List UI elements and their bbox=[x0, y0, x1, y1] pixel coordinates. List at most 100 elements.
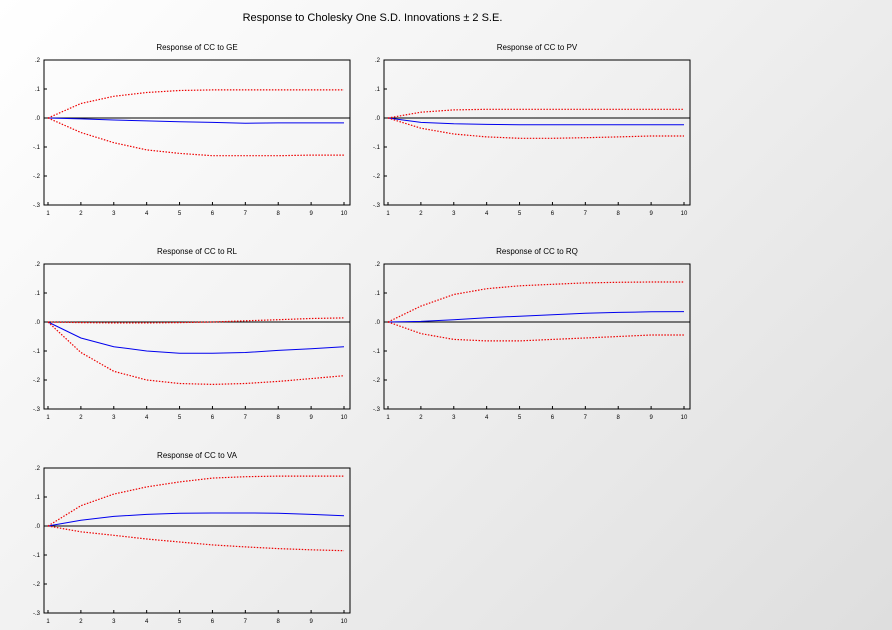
y-tick-label: -.3 bbox=[33, 203, 41, 209]
plot-frame bbox=[43, 467, 351, 614]
panel-response-cc-to-ge: Response of CC to GE .2 .1 .0 -.1 -.2 -.3 1 2 3 4 5… bbox=[30, 42, 351, 222]
series-lower-line bbox=[387, 321, 684, 342]
plot-frame bbox=[43, 59, 351, 206]
x-tick-label: 3 bbox=[452, 211, 456, 217]
x-tick-label: 7 bbox=[584, 211, 588, 217]
series-lower-line bbox=[47, 117, 344, 157]
y-tick-label: .1 bbox=[35, 495, 41, 501]
y-tick-label: .2 bbox=[35, 58, 41, 64]
y-tick-label: -.1 bbox=[33, 349, 41, 355]
series-upper-line bbox=[387, 108, 684, 119]
x-tick-label: 8 bbox=[617, 415, 621, 421]
x-tick-label: 4 bbox=[485, 415, 489, 421]
x-tick-label: 4 bbox=[145, 619, 149, 625]
x-tick-label: 5 bbox=[518, 415, 522, 421]
series-response-line bbox=[47, 321, 345, 354]
x-tick-label: 7 bbox=[244, 211, 248, 217]
y-tick-label: .1 bbox=[375, 291, 381, 297]
x-tick-label: 10 bbox=[341, 211, 348, 217]
x-tick-label: 8 bbox=[277, 415, 281, 421]
plot-frame bbox=[43, 263, 351, 410]
x-tick-label: 9 bbox=[309, 415, 313, 421]
y-tick-label: -.2 bbox=[33, 582, 41, 588]
x-tick-label: 3 bbox=[112, 415, 116, 421]
x-tick-label: 4 bbox=[145, 415, 149, 421]
y-tick-label: .2 bbox=[375, 262, 381, 268]
x-tick-label: 7 bbox=[584, 415, 588, 421]
chart-response-cc-to-ge: Response of CC to GE .2 .1 .0 -.1 -.2 -.3 1 2 3 4 5… bbox=[33, 43, 351, 217]
y-tick-label: -.3 bbox=[33, 611, 41, 617]
panel-response-cc-to-pv: Response of CC to PV .2 .1 .0 -.1 -.2 -.3 1 2 3 4 5… bbox=[370, 42, 691, 222]
x-tick-label: 8 bbox=[277, 619, 281, 625]
y-tick-label: -.2 bbox=[33, 174, 41, 180]
x-tick-label: 4 bbox=[145, 211, 149, 217]
y-tick-label: .2 bbox=[375, 58, 381, 64]
y-tick-label: -.1 bbox=[373, 145, 381, 151]
x-tick-label: 6 bbox=[211, 211, 215, 217]
y-tick-label: -.1 bbox=[33, 145, 41, 151]
series-lower-line bbox=[47, 525, 345, 552]
x-tick-label: 9 bbox=[309, 619, 313, 625]
panel-response-cc-to-va: Response of CC to VA .2 .1 .0 -.1 -.2 -.3 1 2 3 4 5… bbox=[30, 450, 351, 630]
series-lower-line bbox=[47, 321, 345, 386]
y-tick-label: -.3 bbox=[373, 203, 381, 209]
y-tick-label: .0 bbox=[375, 320, 381, 326]
x-tick-label: 10 bbox=[681, 415, 688, 421]
panel-title: Response of CC to VA bbox=[157, 451, 238, 460]
x-tick-label: 4 bbox=[485, 211, 489, 217]
chart-response-cc-to-pv: Response of CC to PV .2 .1 .0 -.1 -.2 -.3 1 2 3 4 5… bbox=[373, 43, 691, 217]
chart-response-cc-to-va: Response of CC to VA .2 .1 .0 -.1 -.2 -.3 1 2 3 4 5… bbox=[33, 451, 351, 625]
panel-title: Response of CC to GE bbox=[156, 43, 237, 52]
y-tick-label: -.2 bbox=[33, 378, 41, 384]
y-tick-label: -.3 bbox=[373, 407, 381, 413]
x-tick-label: 2 bbox=[419, 415, 423, 421]
x-tick-label: 1 bbox=[46, 415, 50, 421]
x-tick-label: 2 bbox=[419, 211, 423, 217]
x-tick-label: 8 bbox=[617, 211, 621, 217]
y-tick-label: -.2 bbox=[373, 174, 381, 180]
x-tick-label: 8 bbox=[277, 211, 281, 217]
plot-frame bbox=[383, 263, 691, 410]
x-tick-label: 2 bbox=[79, 415, 83, 421]
figure-title: Response to Cholesky One S.D. Innovation… bbox=[242, 12, 503, 24]
y-tick-label: .0 bbox=[35, 320, 41, 326]
x-tick-label: 10 bbox=[341, 415, 348, 421]
series-upper-line bbox=[387, 281, 684, 323]
x-tick-label: 6 bbox=[211, 619, 215, 625]
x-tick-label: 9 bbox=[309, 211, 313, 217]
plot-frame bbox=[383, 59, 691, 206]
y-tick-label: -.1 bbox=[373, 349, 381, 355]
x-tick-label: 1 bbox=[386, 211, 390, 217]
x-tick-label: 5 bbox=[518, 211, 522, 217]
series-upper-line bbox=[47, 475, 344, 527]
panel-title: Response of CC to RL bbox=[157, 247, 238, 256]
x-tick-label: 3 bbox=[112, 211, 116, 217]
series-upper-line bbox=[47, 89, 344, 119]
chart-response-cc-to-rl: Response of CC to RL .2 .1 .0 -.1 -.2 -.3 1 2 3 4 5… bbox=[33, 247, 351, 421]
y-tick-label: .1 bbox=[35, 87, 41, 93]
y-tick-label: .2 bbox=[35, 466, 41, 472]
x-tick-label: 5 bbox=[178, 211, 182, 217]
series-response-line bbox=[387, 117, 684, 126]
series-lower-line bbox=[387, 117, 684, 139]
panel-title: Response of CC to PV bbox=[497, 43, 578, 52]
y-tick-label: .1 bbox=[375, 87, 381, 93]
y-tick-label: .2 bbox=[35, 262, 41, 268]
series-response-line bbox=[47, 117, 344, 124]
x-tick-label: 6 bbox=[551, 211, 555, 217]
x-tick-label: 3 bbox=[452, 415, 456, 421]
x-tick-label: 5 bbox=[178, 619, 182, 625]
x-tick-label: 9 bbox=[649, 211, 653, 217]
y-tick-label: .0 bbox=[375, 116, 381, 122]
x-tick-label: 6 bbox=[551, 415, 555, 421]
y-tick-label: -.1 bbox=[33, 553, 41, 559]
x-tick-label: 2 bbox=[79, 211, 83, 217]
series-response-line bbox=[387, 311, 685, 323]
y-tick-label: .0 bbox=[35, 116, 41, 122]
y-tick-label: .0 bbox=[35, 524, 41, 530]
x-tick-label: 1 bbox=[386, 415, 390, 421]
x-tick-label: 10 bbox=[681, 211, 688, 217]
panel-response-cc-to-rq: Response of CC to RQ .2 .1 .0 -.1 -.2 -.3 1 2 3 4 5… bbox=[370, 246, 691, 426]
y-tick-label: -.3 bbox=[33, 407, 41, 413]
x-tick-label: 2 bbox=[79, 619, 83, 625]
